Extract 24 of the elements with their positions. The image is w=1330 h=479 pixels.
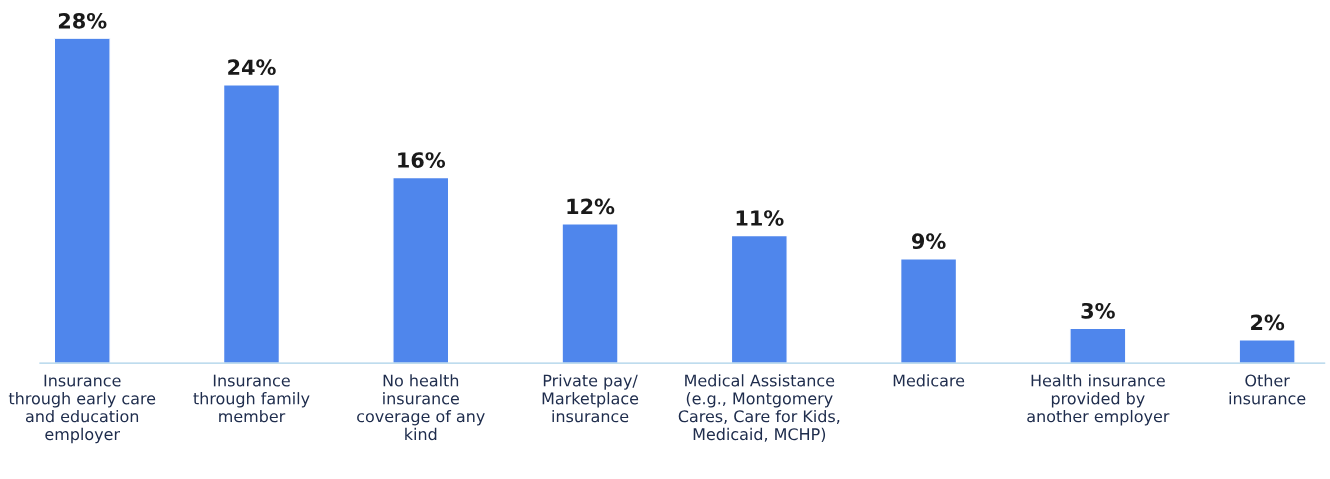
bar [1238, 339, 1296, 364]
data-label: 11% [736, 210, 784, 226]
bar [392, 176, 450, 364]
bar [730, 234, 788, 364]
x-tick-label: Private pay/ Marketplace insurance [542, 374, 639, 423]
bar [899, 257, 958, 364]
x-tick-label: Insurance through family member [193, 374, 310, 423]
data-label: 28% [58, 12, 107, 29]
bar [53, 38, 111, 364]
data-label: 2% [1251, 314, 1285, 331]
x-tick-label: Other insurance [1229, 374, 1306, 405]
x-tick-label: Health insurance provided by another employer [1027, 374, 1170, 426]
x-tick-label: No health insurance coverage of any kind [357, 374, 485, 441]
data-label: 3% [1081, 302, 1115, 319]
bar [1069, 327, 1127, 364]
x-tick-label: Medical Assistance (e.g., Montgomery Cares, Care for Kids, Medicaid, MCHP) [678, 374, 840, 443]
bar [561, 223, 619, 364]
data-label: 12% [567, 198, 615, 215]
bar [222, 84, 281, 364]
data-label: 24% [228, 59, 276, 76]
data-label: 16% [398, 152, 446, 168]
x-tick-label: Medicare [893, 374, 965, 387]
x-tick-label: Insurance through early care and education employer [8, 374, 156, 444]
data-label: 9% [911, 233, 946, 250]
